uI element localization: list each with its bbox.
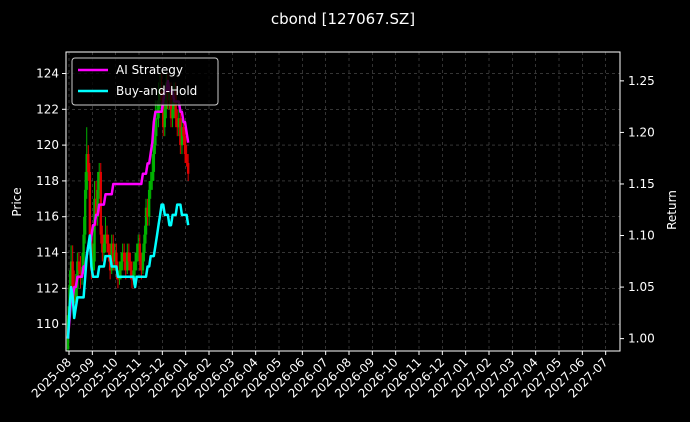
candle-body bbox=[93, 198, 96, 262]
plot-frame bbox=[65, 51, 621, 352]
candle-body bbox=[79, 270, 82, 275]
price-tick-label: 124 bbox=[36, 66, 59, 80]
candle-body bbox=[161, 100, 165, 128]
candle-body bbox=[182, 127, 185, 137]
candle-body bbox=[107, 243, 110, 253]
candle-body bbox=[83, 189, 87, 235]
candle-body bbox=[73, 288, 76, 303]
candle-body bbox=[152, 145, 156, 172]
candle-body bbox=[119, 261, 123, 271]
legend-ai-strategy-label: AI Strategy bbox=[116, 63, 183, 77]
return-axis-ticks: 1.00 1.05 1.10 1.15 1.20 1.25 bbox=[620, 74, 655, 346]
candle-body bbox=[115, 252, 118, 271]
candle-body bbox=[91, 261, 95, 271]
buy-and-hold-line bbox=[66, 203, 190, 339]
price-tick-label: 122 bbox=[36, 102, 59, 116]
candle-body bbox=[101, 234, 104, 253]
candle-body bbox=[154, 118, 157, 146]
candle-body bbox=[127, 252, 131, 262]
candle-body bbox=[94, 198, 98, 217]
candle-body bbox=[137, 243, 140, 253]
candle-body bbox=[163, 109, 166, 128]
candle-body bbox=[130, 270, 134, 280]
candle-body bbox=[141, 252, 145, 271]
return-tick-label: 1.00 bbox=[628, 332, 655, 346]
price-tick-label: 118 bbox=[36, 174, 59, 188]
candle-body bbox=[185, 154, 188, 164]
price-tick-label: 114 bbox=[36, 246, 59, 260]
candle-body bbox=[179, 118, 182, 146]
price-tick-label: 110 bbox=[36, 317, 59, 331]
candle-body bbox=[140, 261, 143, 271]
candle-body bbox=[129, 261, 132, 271]
legend: AI Strategy Buy-and-Hold bbox=[71, 57, 219, 106]
legend-buy-and-hold-label: Buy-and-Hold bbox=[116, 84, 197, 98]
candle-body bbox=[121, 252, 124, 262]
return-tick-label: 1.20 bbox=[628, 125, 655, 139]
candle-body bbox=[98, 171, 101, 190]
candle-body bbox=[144, 207, 148, 235]
candle-body bbox=[151, 171, 154, 181]
candle-body bbox=[138, 243, 141, 262]
candle-body bbox=[105, 234, 109, 244]
candle-body bbox=[132, 270, 135, 280]
return-tick-label: 1.05 bbox=[628, 280, 655, 294]
return-tick-label: 1.15 bbox=[628, 177, 655, 191]
candle-body bbox=[118, 270, 121, 280]
candle-body bbox=[104, 234, 107, 244]
candle-body bbox=[99, 171, 102, 235]
price-tick-label: 120 bbox=[36, 138, 59, 152]
candle-body bbox=[157, 100, 160, 119]
candle-body bbox=[155, 118, 159, 120]
candle-body bbox=[133, 261, 137, 271]
candle-body bbox=[149, 180, 152, 190]
price-axis-ticks: 110 112 114 116 118 120 122 124 bbox=[36, 66, 66, 331]
candle-body bbox=[143, 234, 146, 253]
candle-body bbox=[82, 234, 85, 267]
candle-body bbox=[76, 261, 79, 289]
chart-title: cbond [127067.SZ] bbox=[271, 10, 415, 28]
candle-body bbox=[122, 252, 126, 262]
candle-body bbox=[147, 189, 151, 217]
candle-body bbox=[112, 243, 115, 262]
candle-body bbox=[102, 243, 106, 253]
candle-body bbox=[71, 261, 74, 289]
legend-box bbox=[71, 57, 219, 106]
candle-body bbox=[113, 252, 117, 262]
candle-body bbox=[146, 207, 149, 217]
candle-body bbox=[176, 118, 179, 128]
candle-body bbox=[110, 243, 113, 271]
candle-body bbox=[135, 252, 138, 262]
candle-body bbox=[74, 288, 78, 303]
candle-body bbox=[171, 109, 174, 119]
candle-body bbox=[126, 252, 129, 271]
candle-body bbox=[87, 154, 90, 172]
candle-body bbox=[88, 171, 92, 235]
price-axis-label: Price bbox=[10, 187, 24, 216]
return-tick-label: 1.10 bbox=[628, 229, 655, 243]
price-tick-label: 116 bbox=[36, 210, 59, 224]
price-tick-label: 112 bbox=[36, 281, 59, 295]
return-tick-label: 1.25 bbox=[628, 74, 655, 88]
candle-body bbox=[183, 136, 187, 155]
candle-body bbox=[96, 189, 99, 217]
candle-body bbox=[85, 154, 88, 190]
candle-body bbox=[186, 163, 190, 174]
return-axis-label: Return bbox=[665, 190, 679, 230]
candle-body bbox=[177, 118, 181, 128]
candle-body bbox=[69, 261, 73, 285]
candle-body bbox=[180, 127, 184, 146]
candle-body bbox=[124, 261, 127, 271]
candle-body bbox=[77, 261, 81, 271]
